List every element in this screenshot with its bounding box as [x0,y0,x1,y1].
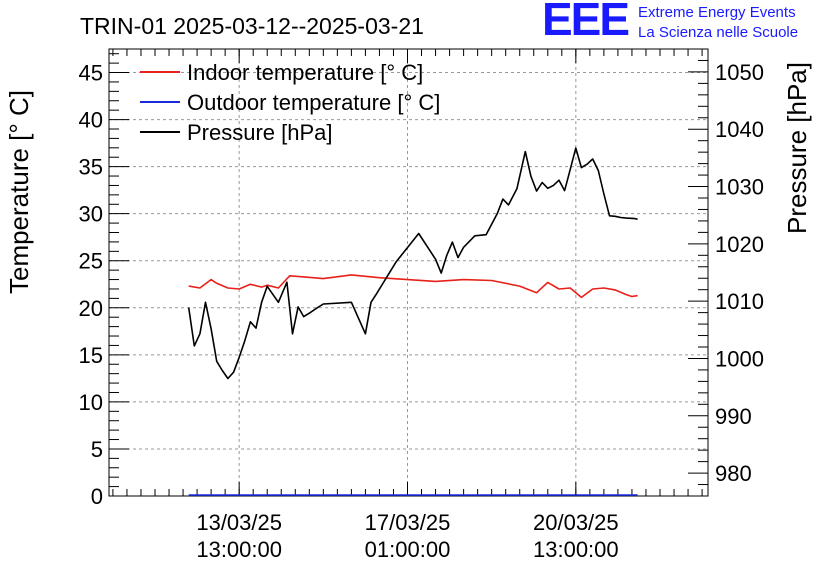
x-tick-label-date: 17/03/25 [365,510,451,535]
y-tick-label: 20 [79,296,103,321]
series-line-2 [187,147,638,380]
y2-tick-label: 1030 [715,175,764,200]
chart-title: TRIN-01 2025-03-12--2025-03-21 [80,13,424,39]
y2-tick-label: 1050 [715,60,764,85]
y-tick-label: 15 [79,343,103,368]
y-tick-label: 0 [91,484,103,509]
plot-frame [108,48,709,497]
y-tick-label: 10 [79,390,103,415]
y-tick-label: 25 [79,249,103,274]
x-tick-label-time: 13:00:00 [196,537,282,562]
eee-logo: EEE Extreme Energy Events La Scienza nel… [542,0,836,46]
series-line-0 [188,274,638,299]
y-tick-label: 35 [79,155,103,180]
legend-label-1: Outdoor temperature [° C] [187,90,440,115]
logo-mark: EEE [542,0,630,45]
y2-tick-label: 980 [715,461,752,486]
y-tick-label: 45 [79,61,103,86]
x-tick-label-time: 13:00:00 [533,537,619,562]
x-tick-label-date: 20/03/25 [533,510,619,535]
legend: Indoor temperature [° C] Outdoor temperat… [140,60,440,145]
y2-tick-label: 1000 [715,346,764,371]
y-tick-label: 5 [91,437,103,462]
series-lines [187,147,638,496]
axes: 0 5 10 15 20 25 30 35 40 45 980 990 1000 1010 1020 1030… [79,48,764,562]
logo-line2: La Scienza nelle Scuole [638,24,799,41]
y2-tick-label: 1020 [715,232,764,257]
y-tick-label: 40 [79,108,103,133]
y2-tick-label: 1010 [715,289,764,314]
x-tick-label-date: 13/03/25 [196,510,282,535]
x-tick-label-time: 01:00:00 [365,537,451,562]
legend-label-2: Pressure [hPa] [187,120,333,145]
legend-label-0: Indoor temperature [° C] [187,60,423,85]
y2-axis-label: Pressure [hPa] [782,62,812,234]
y2-tick-label: 990 [715,404,752,429]
y2-tick-label: 1040 [715,117,764,142]
y-axis-label: Temperature [° C] [4,90,34,294]
y-tick-label: 30 [79,202,103,227]
logo-line1: Extreme Energy Events [638,4,796,21]
